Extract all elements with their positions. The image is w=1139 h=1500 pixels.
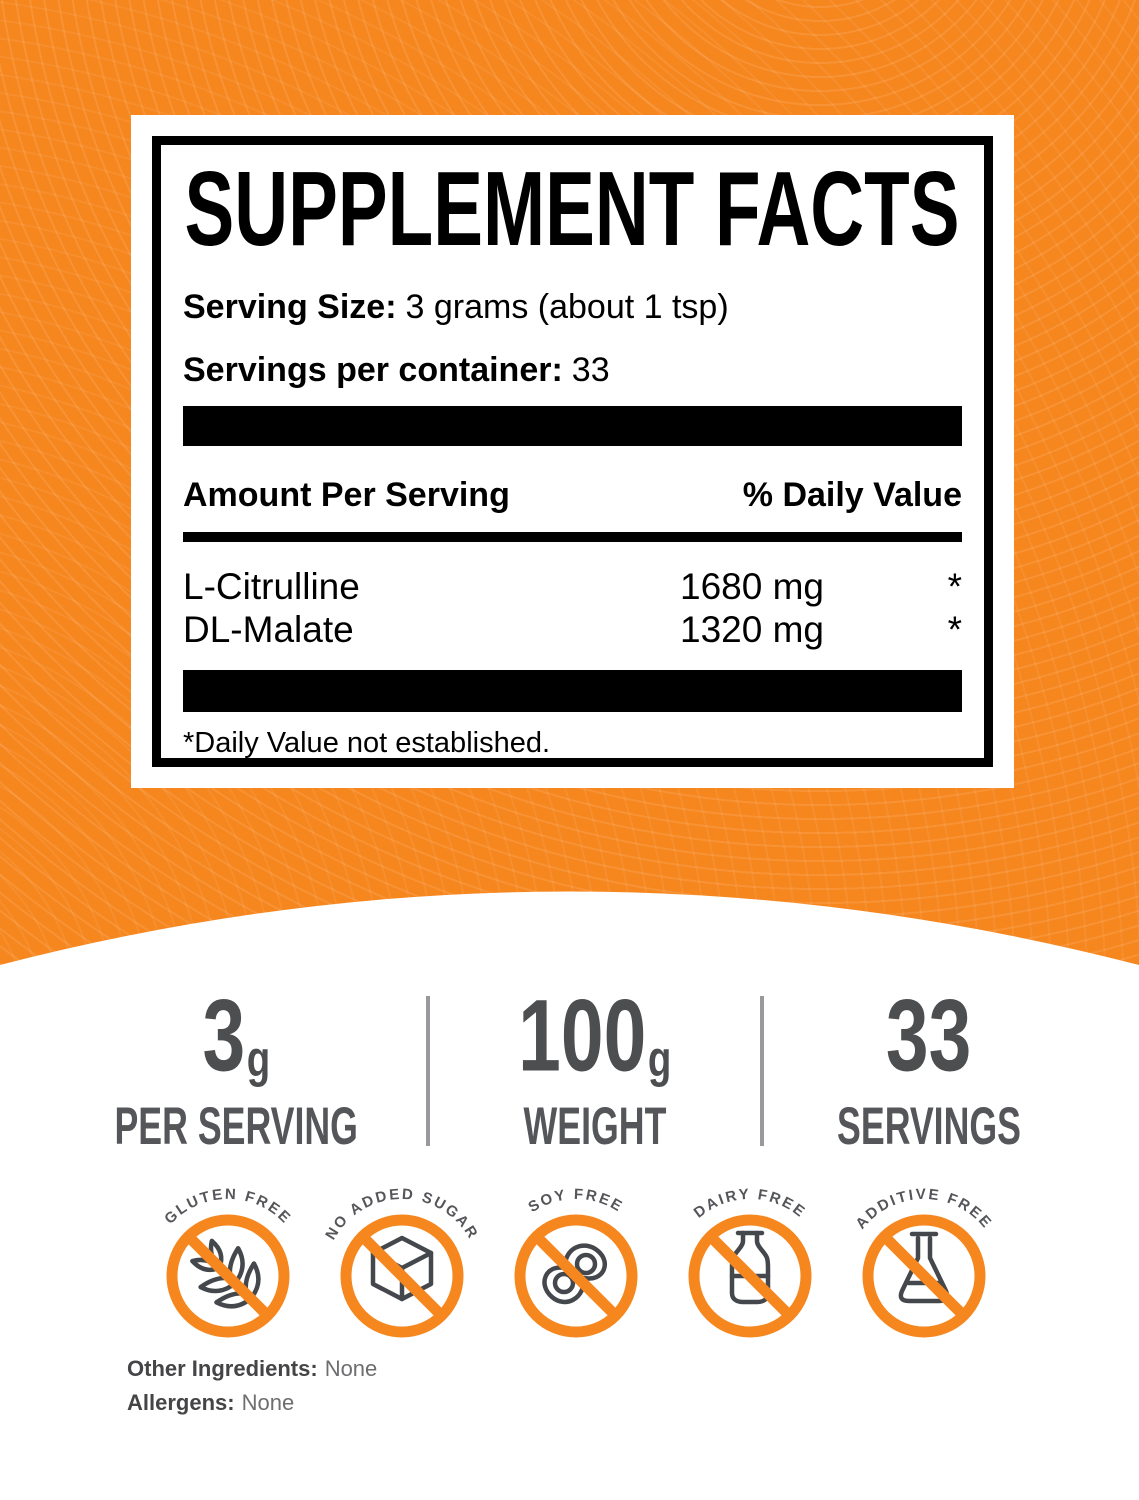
- table-header: Amount Per Serving % Daily Value: [183, 476, 962, 515]
- supplement-facts-panel: SUPPLEMENT FACTS Serving Size: 3 grams (a…: [131, 115, 1014, 788]
- no-added-sugar-label: NO ADDED SUGAR: [322, 1186, 479, 1243]
- ingredient-amount: 1680 mg: [680, 565, 824, 607]
- soy-free-label: SOY FREE: [525, 1186, 624, 1216]
- daily-value-footnote: *Daily Value not established.: [183, 726, 551, 759]
- table-row: DL-Malate 1320 mg *: [183, 608, 962, 652]
- stat-value: 100: [518, 979, 647, 1093]
- other-ingredients-value: None: [324, 1356, 378, 1381]
- header-rule: [183, 531, 962, 542]
- serving-size-label: Serving Size:: [183, 288, 397, 326]
- stat-servings-label: SERVINGS: [837, 1095, 1021, 1156]
- prohibition-ring: [514, 1214, 638, 1338]
- prohibition-slash: [706, 1232, 794, 1320]
- svg-text:SOY FREE: SOY FREE: [525, 1186, 626, 1216]
- stat-value: 3: [202, 979, 245, 1093]
- no-added-sugar-badge: NO ADDED SUGAR: [322, 1186, 482, 1338]
- stat-weight-label: WEIGHT: [523, 1095, 667, 1156]
- allergens-line: Allergens: None: [127, 1386, 377, 1420]
- servings-per-container-line: Servings per container: 33: [183, 350, 962, 391]
- dairy-free-badge: DAIRY FREE: [688, 1186, 812, 1338]
- stat-unit: g: [648, 1032, 672, 1089]
- serving-size-line: Serving Size: 3 grams (about 1 tsp): [183, 287, 962, 328]
- stats-divider: [760, 995, 764, 1146]
- footer-info: Other Ingredients: None Allergens: None: [127, 1352, 377, 1420]
- svg-text:NO ADDED SUGAR: NO ADDED SUGAR: [322, 1186, 482, 1243]
- additive-free-badge: ADDITIVE FREE: [852, 1186, 993, 1338]
- soy-free-badge: SOY FREE: [514, 1186, 638, 1338]
- serving-size-value: 3 grams (about 1 tsp): [405, 288, 729, 326]
- stat-servings: 33 SERVINGS: [764, 985, 1094, 1152]
- servings-value: 33: [571, 350, 610, 389]
- stat-per-serving-label: PER SERVING: [114, 1095, 358, 1156]
- facts-title-graphic: SUPPLEMENT FACTS: [185, 159, 960, 259]
- stat-value: 33: [885, 979, 971, 1093]
- stats-divider: [426, 995, 430, 1146]
- table-row: L-Citrulline 1680 mg *: [183, 565, 962, 609]
- other-ingredients-label: Other Ingredients:: [127, 1356, 318, 1381]
- prohibition-ring: [862, 1214, 986, 1338]
- ingredient-dv: *: [947, 609, 962, 651]
- ingredient-rows: L-Citrulline 1680 mg * DL-Malate 1320 mg…: [183, 565, 962, 652]
- stat-weight: 100 g WEIGHT: [430, 985, 760, 1152]
- separator-bar-top: [183, 405, 962, 446]
- prohibition-slash: [358, 1232, 446, 1320]
- prohibition-slash: [880, 1232, 968, 1320]
- stat-servings-number: 33: [885, 979, 972, 1093]
- header-daily-value: % Daily Value: [742, 475, 962, 514]
- ingredient-amount: 1320 mg: [680, 609, 824, 651]
- prohibition-ring: [688, 1214, 812, 1338]
- ingredient-name: L-Citrulline: [183, 565, 360, 607]
- prohibition-slash: [532, 1232, 620, 1320]
- stat-weight-number: 100 g: [518, 979, 672, 1093]
- prohibition-slash: [184, 1232, 272, 1320]
- allergens-label: Allergens:: [127, 1390, 235, 1415]
- gluten-free-badge: GLUTEN FREE: [161, 1186, 293, 1338]
- prohibition-ring: [340, 1214, 464, 1338]
- ingredient-dv: *: [947, 565, 962, 607]
- servings-label: Servings per container:: [183, 350, 563, 389]
- header-amount-per-serving: Amount Per Serving: [183, 475, 510, 514]
- soybean-icon: [542, 1243, 607, 1305]
- allergens-value: None: [241, 1390, 295, 1415]
- separator-bar-bottom: [183, 669, 962, 712]
- white-curve-background: [0, 891, 1139, 1500]
- stat-unit: g: [246, 1032, 270, 1089]
- free-from-badges-row: GLUTEN FREE NO ADDED SUGAR: [143, 1178, 1009, 1348]
- prohibition-ring: [166, 1214, 290, 1338]
- other-ingredients-line: Other Ingredients: None: [127, 1352, 377, 1386]
- facts-border-box: SUPPLEMENT FACTS Serving Size: 3 grams (a…: [152, 136, 993, 767]
- facts-title: SUPPLEMENT FACTS: [185, 159, 960, 259]
- ingredient-name: DL-Malate: [183, 609, 354, 651]
